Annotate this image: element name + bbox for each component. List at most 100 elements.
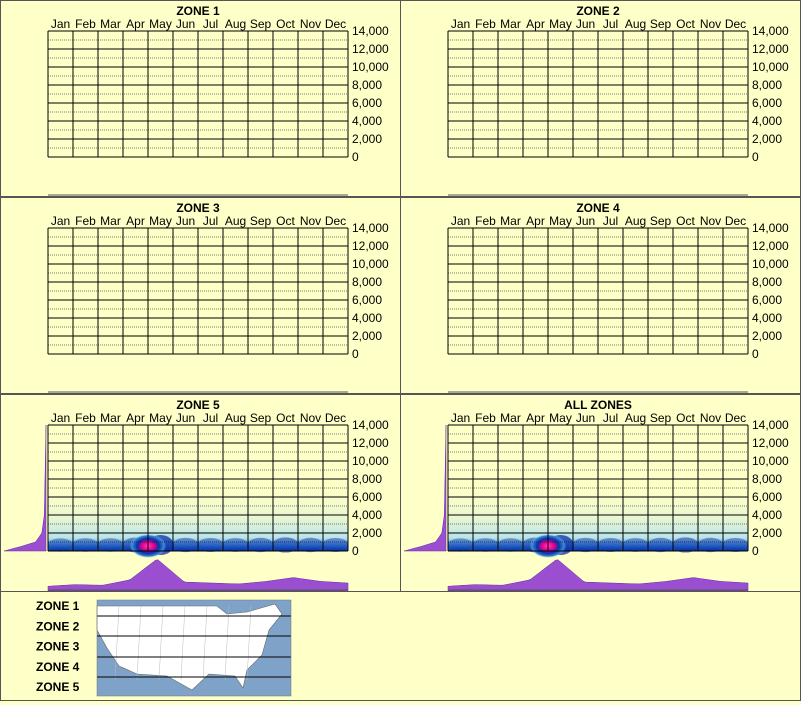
month-label: Dec <box>725 17 746 31</box>
month-label: Jul <box>603 411 618 425</box>
density-cell <box>472 538 499 552</box>
month-label: Oct <box>276 411 295 425</box>
y-tick-label: 12,000 <box>752 239 789 253</box>
month-label: Jun <box>576 17 595 31</box>
y-tick-label: 0 <box>752 347 759 361</box>
elevation-marginal <box>403 424 447 552</box>
month-label: Nov <box>300 17 321 31</box>
month-label: Aug <box>225 411 246 425</box>
density-cell <box>672 537 699 553</box>
chart-svg: ZONE 2 Jan Feb Mar Apr May Jun Jul Aug Sep Oct Nov D… <box>447 4 789 196</box>
map-border <box>246 605 252 681</box>
month-label: Nov <box>300 411 321 425</box>
zone-legend-label: ZONE 4 <box>36 660 80 674</box>
month-label: Dec <box>725 411 746 425</box>
month-label: Apr <box>526 411 545 425</box>
y-tick-label: 8,000 <box>352 78 382 92</box>
y-tick-label: 2,000 <box>352 132 382 146</box>
month-label: Apr <box>526 17 545 31</box>
y-tick-label: 0 <box>352 347 359 361</box>
chart-svg: ZONE 5 Jan Feb Mar Apr May Jun Jul Aug Sep Oct Nov D… <box>3 398 389 591</box>
density-cell <box>647 537 674 553</box>
y-tick-label: 4,000 <box>352 508 382 522</box>
y-tick-label: 8,000 <box>752 275 782 289</box>
density-cell <box>622 538 649 552</box>
month-label: Feb <box>475 411 496 425</box>
month-label: May <box>549 214 572 228</box>
month-label: Jan <box>51 411 70 425</box>
y-tick-label: 0 <box>752 544 759 558</box>
month-label: Jan <box>451 214 470 228</box>
y-tick-label: 10,000 <box>752 60 789 74</box>
density-cell <box>722 538 749 552</box>
density-cell <box>597 538 624 552</box>
month-label: Mar <box>100 214 121 228</box>
month-label: Nov <box>700 411 721 425</box>
chart-panel-2: ZONE 2 Jan Feb Mar Apr May Jun Jul Aug Sep Oct Nov D… <box>400 0 801 197</box>
y-tick-label: 6,000 <box>752 293 782 307</box>
month-label: Feb <box>75 411 96 425</box>
chart-title: ZONE 4 <box>576 201 620 215</box>
y-tick-label: 14,000 <box>752 24 789 38</box>
map-border <box>224 605 230 681</box>
month-label: Nov <box>300 214 321 228</box>
chart-title: ALL ZONES <box>564 398 632 412</box>
y-tick-label: 12,000 <box>352 239 389 253</box>
y-tick-label: 14,000 <box>752 418 789 432</box>
map-border <box>158 605 164 681</box>
y-tick-label: 12,000 <box>352 42 389 56</box>
month-label: Mar <box>100 17 121 31</box>
month-marginal <box>47 559 349 591</box>
month-label: Jul <box>203 17 218 31</box>
y-tick-label: 6,000 <box>752 96 782 110</box>
month-label: Sep <box>250 17 272 31</box>
legend-svg: ZONE 1 ZONE 2 ZONE 3 ZONE 4 ZONE 5 <box>36 599 292 697</box>
map-border <box>114 605 120 681</box>
chart-panel-5: ZONE 5 Jan Feb Mar Apr May Jun Jul Aug Sep Oct Nov D… <box>0 394 401 592</box>
chart-svg: ALL ZONES Jan Feb Mar Apr May Jun Jul Aug Sep Oct N… <box>403 398 789 591</box>
y-tick-label: 8,000 <box>752 472 782 486</box>
zone-legend-label: ZONE 1 <box>36 599 80 613</box>
y-tick-label: 8,000 <box>352 472 382 486</box>
chart-title: ZONE 5 <box>176 398 220 412</box>
density-cell <box>222 538 249 552</box>
month-label: Jul <box>603 17 618 31</box>
month-label: Apr <box>126 17 145 31</box>
month-label: Oct <box>676 17 695 31</box>
month-label: Apr <box>526 214 545 228</box>
density-cell <box>72 538 99 552</box>
density-cell <box>172 537 199 553</box>
zone-legend-panel: ZONE 1 ZONE 2 ZONE 3 ZONE 4 ZONE 5 <box>0 591 801 701</box>
chart-panel-4: ZONE 4 Jan Feb Mar Apr May Jun Jul Aug Sep Oct Nov D… <box>400 197 801 394</box>
y-tick-label: 14,000 <box>752 221 789 235</box>
y-tick-label: 0 <box>752 150 759 164</box>
density-cell <box>247 537 274 553</box>
month-label: Jul <box>203 411 218 425</box>
month-label: Jan <box>51 17 70 31</box>
month-marginal <box>447 559 749 591</box>
density-cell <box>497 538 524 552</box>
y-tick-label: 4,000 <box>752 114 782 128</box>
month-label: Sep <box>650 17 672 31</box>
y-tick-label: 4,000 <box>352 311 382 325</box>
month-label: May <box>149 411 172 425</box>
month-label: Aug <box>625 17 646 31</box>
month-label: Apr <box>126 214 145 228</box>
y-tick-label: 12,000 <box>752 436 789 450</box>
density-cell <box>322 538 349 552</box>
map-border <box>180 605 186 681</box>
y-tick-label: 14,000 <box>352 221 389 235</box>
map-frame <box>96 599 292 697</box>
y-tick-label: 4,000 <box>752 508 782 522</box>
month-label: Jul <box>203 214 218 228</box>
month-label: Mar <box>100 411 121 425</box>
month-label: May <box>549 17 572 31</box>
y-tick-label: 12,000 <box>352 436 389 450</box>
month-label: Oct <box>276 17 295 31</box>
chart-panel-1: ZONE 1 Jan Feb Mar Apr May Jun Jul Aug Sep Oct Nov D… <box>0 0 401 197</box>
month-label: Sep <box>250 214 272 228</box>
y-tick-label: 14,000 <box>352 24 389 38</box>
month-label: Aug <box>225 214 246 228</box>
y-tick-label: 2,000 <box>352 526 382 540</box>
